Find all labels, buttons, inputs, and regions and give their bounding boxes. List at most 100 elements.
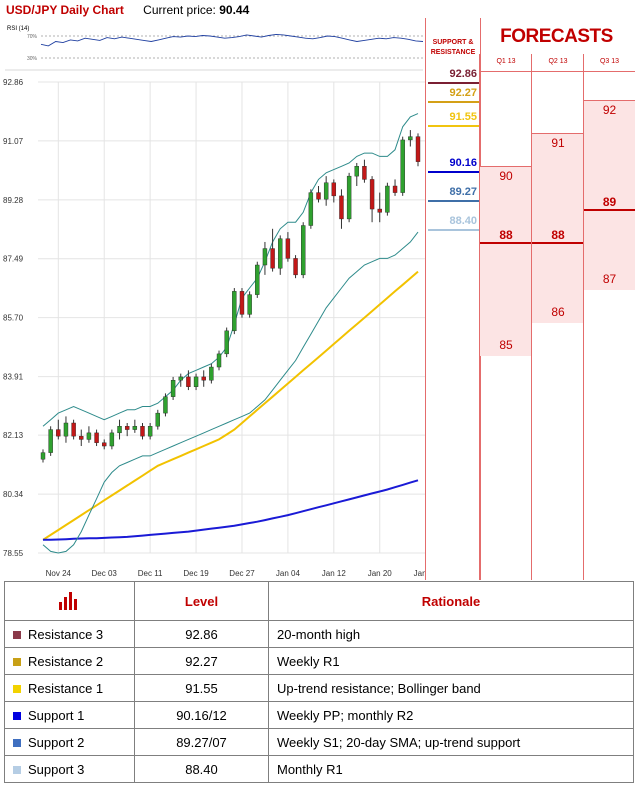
levels-table-row: Resistance 1 91.55 Up-trend resistance; Bo…: [4, 674, 634, 702]
level-name: Resistance 1: [28, 680, 104, 696]
candle-body: [201, 376, 206, 381]
candle-body: [193, 376, 199, 387]
candle-body: [239, 291, 245, 315]
level-value-cell: 91.55: [134, 674, 269, 702]
rsi-label: RSI (14): [7, 26, 29, 32]
candle-body: [392, 185, 398, 193]
candle-body: [56, 429, 61, 437]
forecasts-title: FORECASTS: [500, 26, 613, 47]
forecast-column: Q3 13 92 89 87: [583, 54, 635, 580]
y-tick-label: 85.70: [3, 314, 24, 323]
candle-body: [163, 396, 168, 414]
candle-body: [308, 192, 314, 226]
forecast-low-label: 87: [602, 271, 617, 286]
level-name-cell: Support 1: [4, 701, 135, 729]
current-price-label: Current price:: [143, 3, 216, 17]
x-tick-label: Dec 27: [229, 569, 255, 578]
candle-body: [79, 435, 84, 440]
forecast-high-label: 92: [602, 103, 617, 118]
candle-body: [247, 294, 252, 315]
candle-body: [48, 429, 53, 453]
level-value-cell: 92.27: [134, 647, 269, 675]
forecast-quarter-label: Q1 13: [496, 58, 516, 65]
forecast-column: Q1 13 90 88 85: [479, 54, 532, 580]
level-swatch: [13, 658, 21, 667]
forecast-mid-line: [532, 241, 584, 244]
sr-level-line: [428, 200, 479, 203]
candle-body: [186, 376, 191, 387]
candle-body: [216, 353, 222, 368]
y-tick-label: 80.34: [3, 490, 24, 499]
rsi-line: [40, 33, 423, 47]
candle-body: [339, 195, 344, 220]
level-rationale-cell: Weekly R1: [268, 647, 634, 675]
candle-body: [224, 330, 229, 355]
sr-level-label: 90.16: [449, 156, 477, 169]
candle-body: [232, 291, 237, 332]
y-tick-label: 82.13: [3, 431, 24, 440]
x-tick-label: Dec 11: [138, 569, 163, 578]
chart-header: USD/JPY Daily Chart Current price: 90.44: [6, 3, 249, 19]
y-tick-label: 91.07: [3, 137, 24, 146]
candle-body: [331, 182, 337, 197]
y-tick-label: 89.28: [3, 196, 24, 205]
x-tick-label: Jan 20: [368, 569, 393, 578]
levels-table-row: Support 2 89.27/07 Weekly S1; 20-day SMA; …: [4, 728, 634, 756]
candle-body: [270, 248, 275, 269]
candle-body: [94, 432, 99, 443]
support-resistance-panel: SUPPORT & RESISTANCE 92.86 92.27 91.55 90.1…: [425, 18, 481, 580]
candle-body: [117, 426, 122, 434]
forecast-low-label: 86: [551, 304, 565, 319]
forecast-mid-label: 88: [499, 227, 513, 242]
series-line: [42, 231, 419, 554]
candle-body: [301, 225, 306, 276]
current-price-value: 90.44: [219, 3, 250, 17]
forecast-header-divider: [532, 71, 584, 72]
sr-level-line: [428, 170, 479, 173]
candle-body: [102, 442, 107, 447]
x-tick-label: Jan 04: [276, 569, 301, 578]
levels-table-row: Support 1 90.16/12 Weekly PP; monthly R2: [4, 701, 634, 729]
forecast-high-label: 91: [551, 136, 565, 151]
level-rationale-cell: Weekly PP; monthly R2: [268, 701, 634, 729]
forecast-high-label: 90: [499, 169, 513, 184]
candle-body: [124, 426, 130, 430]
levels-table-row: Support 3 88.40 Monthly R1: [4, 755, 634, 783]
rsi-lower-label: 30%: [27, 56, 38, 62]
sr-level-label: 92.86: [449, 68, 477, 80]
level-name-cell: Resistance 2: [4, 647, 135, 675]
candle-body: [354, 166, 359, 177]
levels-table: Level Rationale Resistance 3 92.86 20-mont…: [4, 581, 634, 783]
rationale-column-header: Rationale: [268, 581, 634, 621]
levels-table-header: Level Rationale: [4, 581, 634, 621]
chart-title: USD/JPY Daily Chart: [6, 3, 124, 17]
level-name: Support 2: [28, 734, 85, 750]
level-swatch: [13, 766, 21, 775]
candle-body: [369, 179, 375, 210]
support-resistance-title: SUPPORT & RESISTANCE: [430, 39, 476, 56]
candle-body: [415, 136, 421, 162]
candle-body: [255, 264, 260, 295]
level-swatch: [13, 712, 21, 721]
level-value-cell: 89.27/07: [134, 728, 269, 756]
forecast-mid-line: [584, 209, 635, 212]
candle-body: [178, 376, 183, 381]
forecast-quarter-label: Q2 13: [548, 58, 568, 65]
series-line: [43, 479, 419, 541]
forecast-header-divider: [584, 71, 635, 72]
candle-body: [362, 166, 367, 180]
candle-body: [170, 380, 176, 397]
rsi-indicator: RSI (14) 70% 30%: [5, 26, 423, 71]
candle-body: [346, 175, 352, 220]
sr-level-line: [428, 101, 479, 104]
level-column-header: Level: [134, 581, 269, 621]
price-chart: 92.86 91.07 89.28 87.49 85.70 83.91 82.13 80.34…: [3, 78, 425, 578]
forecast-quarter-label: Q3 13: [599, 58, 620, 65]
series-line: [42, 113, 419, 427]
candle-body: [40, 452, 46, 460]
x-tick-label: Nov 24: [46, 569, 72, 578]
level-name: Support 3: [28, 761, 85, 777]
forecast-mid-label: 89: [602, 195, 617, 210]
level-rationale-cell: Monthly R1: [268, 755, 634, 783]
forecasts-panel: FORECASTS Q1 13 90 88 85 Q2 13 91 88 86 Q3 13 92 8…: [479, 18, 635, 580]
